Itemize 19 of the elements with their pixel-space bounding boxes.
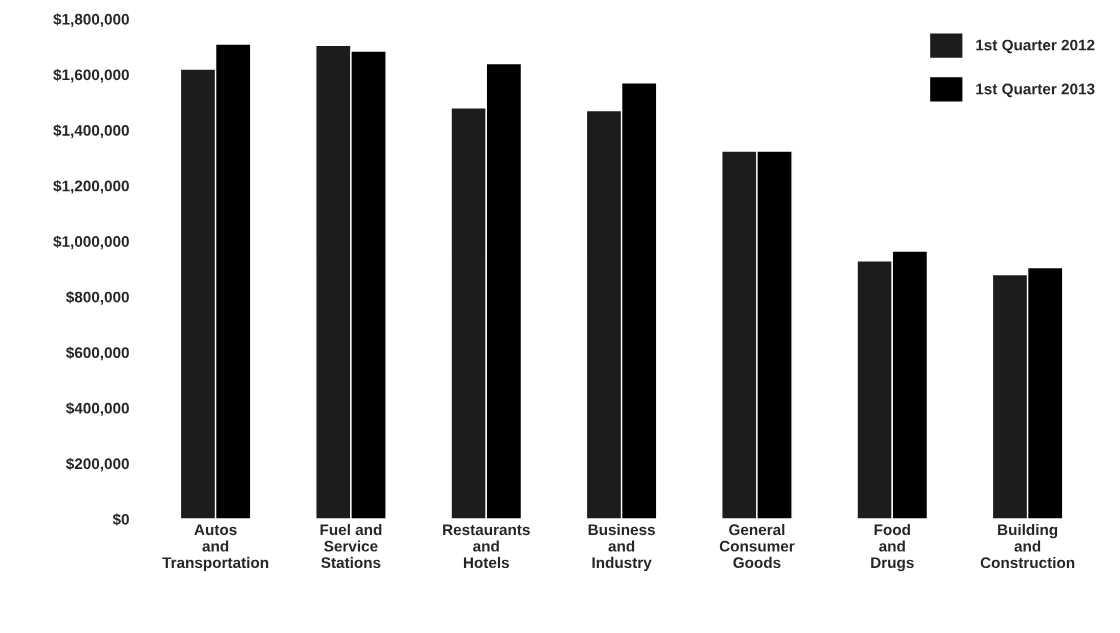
y-tick-label: $1,400,000 (53, 124, 129, 139)
y-tick-label: $1,800,000 (53, 13, 129, 27)
y-tick-label: $800,000 (66, 291, 129, 305)
x-tick-label: General Consumer Goods (719, 523, 795, 569)
x-tick-label: Fuel and Service Stations (320, 523, 382, 569)
y-tick-label: $600,000 (66, 346, 129, 361)
x-tick-label: Building and Construction (980, 523, 1075, 569)
y-tick-label: $200,000 (66, 457, 129, 472)
legend-label: 1st Quarter 2012 (976, 39, 1095, 54)
y-tick-label: $0 (112, 513, 129, 526)
y-tick-label: $1,600,000 (53, 68, 129, 83)
y-tick-label: $1,000,000 (53, 235, 129, 250)
x-tick-label: Food and Drugs (871, 523, 914, 572)
x-tick-label: Business and Industry (588, 523, 655, 572)
y-tick-label: $400,000 (66, 402, 129, 416)
x-tick-label: Restaurants and Hotels (443, 524, 530, 569)
y-tick-label: $1,200,000 (53, 179, 129, 194)
legend-label: 1st Quarter 2013 (976, 83, 1095, 98)
x-tick-label: Autos and Transportation (162, 524, 269, 572)
